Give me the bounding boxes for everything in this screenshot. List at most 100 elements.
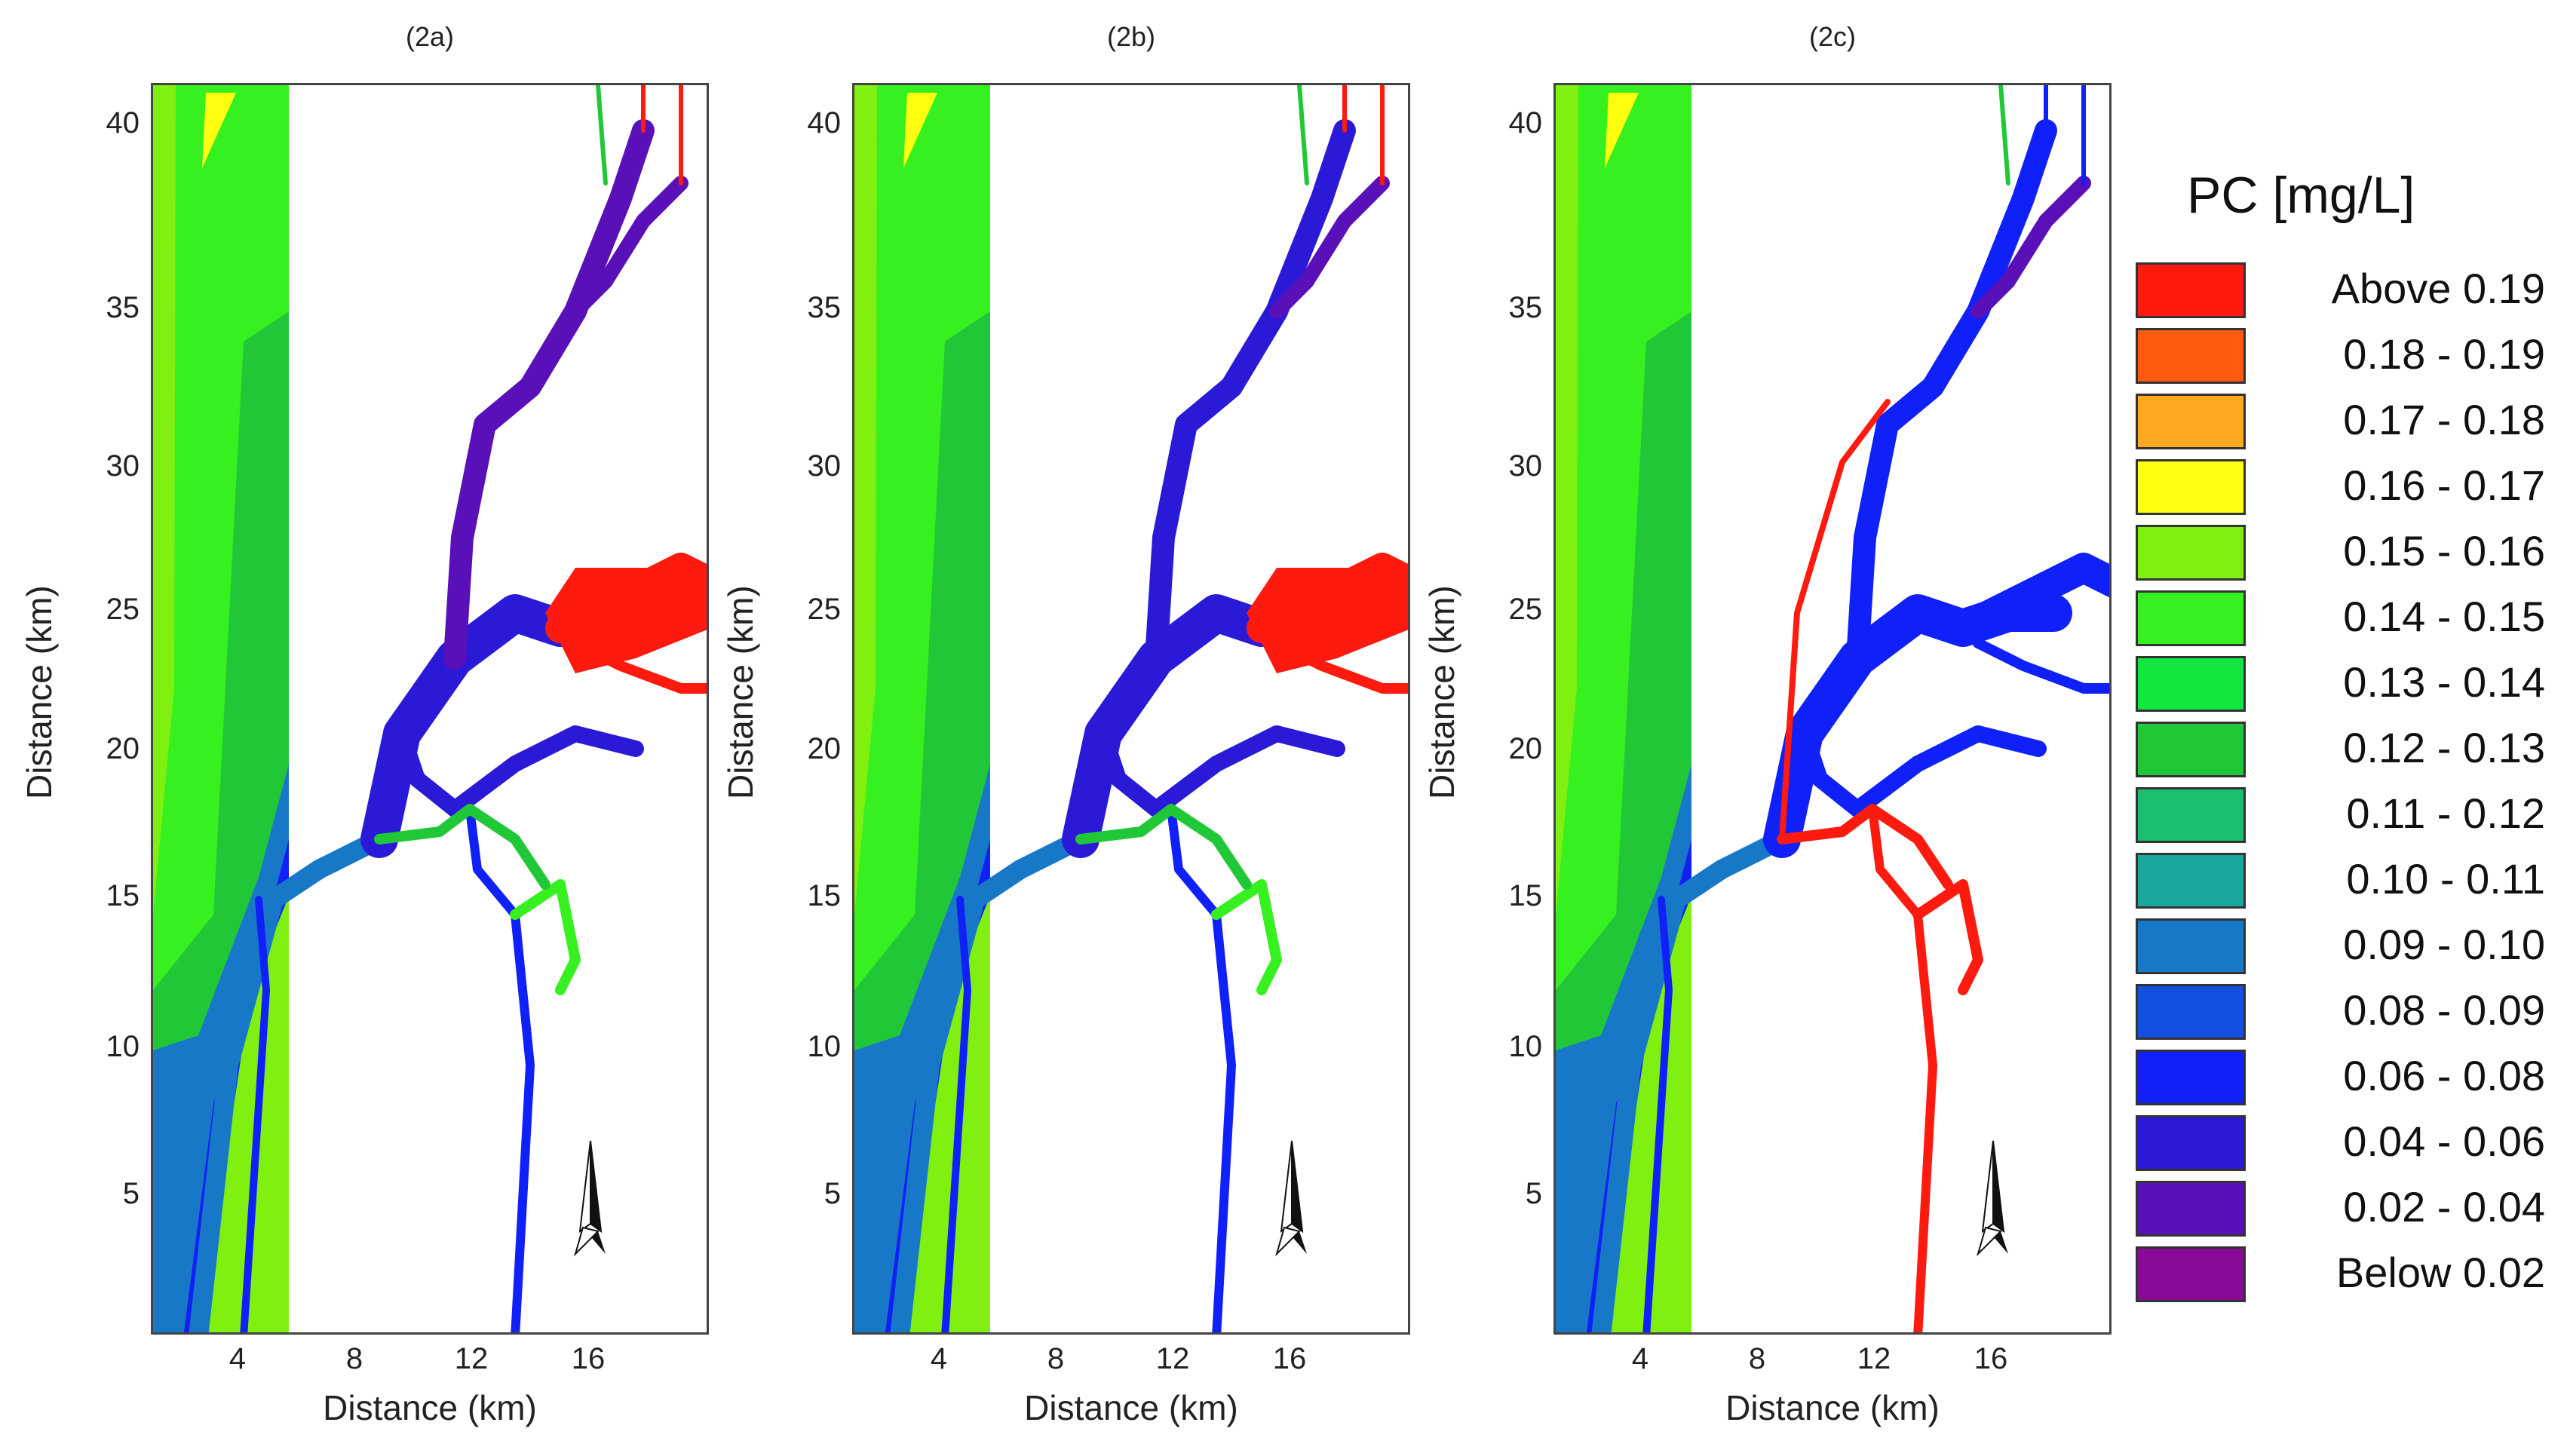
- x-axis-label: Distance (km): [323, 1388, 537, 1427]
- legend-swatch: [2136, 1181, 2246, 1237]
- legend-item: 0.18 - 0.19: [2127, 322, 2549, 388]
- y-tick-label: 40: [106, 106, 140, 139]
- legend-swatch: [2136, 984, 2246, 1040]
- legend-label: 0.17 - 0.18: [2343, 396, 2545, 443]
- north-arrow-icon: [1976, 1140, 2008, 1257]
- legend-swatch: [2136, 656, 2246, 712]
- land-region: [1691, 85, 2109, 1332]
- legend-swatch: [2136, 525, 2246, 581]
- map-frame: [1553, 83, 2112, 1335]
- y-tick-label: 20: [106, 732, 140, 765]
- x-axis-label: Distance (km): [1725, 1388, 1940, 1427]
- legend-swatch: [2136, 1050, 2246, 1105]
- legend-label: 0.18 - 0.19: [2343, 330, 2545, 378]
- legend-label: 0.04 - 0.06: [2343, 1117, 2545, 1165]
- legend-swatch: [2136, 394, 2246, 449]
- y-tick-label: 15: [106, 879, 140, 912]
- legend-item: 0.17 - 0.18: [2127, 388, 2549, 453]
- legend-label: 0.06 - 0.08: [2343, 1052, 2545, 1099]
- y-tick-label: 5: [1525, 1177, 1542, 1210]
- legend-item: 0.09 - 0.10: [2127, 912, 2549, 978]
- land-region: [289, 85, 707, 1332]
- y-tick-label: 35: [106, 291, 140, 324]
- legend-swatch: [2136, 262, 2246, 318]
- y-tick-label: 30: [1508, 449, 1543, 483]
- north-arrow-icon: [1274, 1140, 1307, 1257]
- x-tick-label: 4: [930, 1342, 948, 1375]
- legend-item: Below 0.02: [2127, 1240, 2549, 1306]
- legend-item: 0.02 - 0.04: [2127, 1175, 2549, 1240]
- x-axis-label: Distance (km): [1024, 1388, 1238, 1427]
- x-tick-label: 16: [1272, 1342, 1307, 1375]
- panel-title: (2c): [1809, 21, 1856, 52]
- legend-item: 0.04 - 0.06: [2127, 1109, 2549, 1175]
- x-tick-label: 12: [454, 1342, 489, 1375]
- legend-label: 0.16 - 0.17: [2343, 461, 2545, 509]
- legend-item: 0.12 - 0.13: [2127, 716, 2549, 781]
- x-tick-label: 8: [345, 1342, 363, 1375]
- legend-title: PC [mg/L]: [2187, 167, 2415, 224]
- legend-label: 0.08 - 0.09: [2343, 986, 2545, 1034]
- y-tick-label: 15: [1508, 879, 1543, 912]
- estuary-channel: [189, 829, 389, 1332]
- x-tick-label: 4: [1631, 1342, 1649, 1375]
- y-tick-label: 40: [1508, 106, 1543, 139]
- legend-item: 0.13 - 0.14: [2127, 650, 2549, 716]
- legend-item: 0.10 - 0.11: [2127, 847, 2549, 912]
- y-axis-label: Distance (km): [1422, 585, 1461, 799]
- map-frame: [852, 83, 1410, 1335]
- y-tick-label: 35: [807, 291, 842, 324]
- y-tick-label: 20: [1508, 732, 1543, 765]
- east-arm: [1948, 553, 2109, 643]
- legend-swatch: [2136, 918, 2246, 974]
- legend-swatch: [2136, 722, 2246, 777]
- legend-label: Below 0.02: [2335, 1249, 2545, 1296]
- x-tick-label: 8: [1047, 1342, 1065, 1375]
- y-tick-label: 15: [807, 879, 842, 912]
- legend-swatch: [2136, 787, 2246, 843]
- legend-label: 0.09 - 0.10: [2343, 921, 2545, 968]
- legend-swatch: [2136, 853, 2246, 909]
- y-tick-label: 5: [823, 1177, 841, 1210]
- y-tick-label: 25: [807, 593, 842, 626]
- legend-item: 0.08 - 0.09: [2127, 978, 2549, 1044]
- legend-item: 0.11 - 0.12: [2127, 781, 2549, 847]
- estuary-map: [1556, 85, 2109, 1332]
- legend-swatch: [2136, 1246, 2246, 1302]
- x-tick-label: 12: [1857, 1342, 1891, 1375]
- x-tick-label: 8: [1748, 1342, 1766, 1375]
- y-tick-label: 30: [106, 449, 140, 483]
- y-tick-label: 35: [1508, 291, 1543, 324]
- x-tick-label: 4: [228, 1342, 247, 1375]
- estuary-channel: [890, 829, 1090, 1332]
- legend-item: 0.16 - 0.17: [2127, 453, 2549, 519]
- estuary-channel: [1591, 829, 1792, 1332]
- legend-label: 0.12 - 0.13: [2343, 724, 2545, 771]
- legend-label: 0.11 - 0.12: [2346, 789, 2545, 837]
- y-tick-label: 40: [807, 106, 842, 139]
- legend-item: 0.06 - 0.08: [2127, 1044, 2549, 1109]
- land-region: [990, 85, 1408, 1332]
- legend-item: 0.15 - 0.16: [2127, 519, 2549, 584]
- y-tick-label: 25: [106, 593, 140, 626]
- x-tick-label: 16: [571, 1342, 606, 1375]
- north-arrow-icon: [573, 1140, 606, 1257]
- legend-swatch: [2136, 459, 2246, 515]
- y-axis-label: Distance (km): [20, 585, 59, 799]
- legend-label: 0.13 - 0.14: [2343, 658, 2545, 706]
- x-tick-label: 16: [1974, 1342, 2008, 1375]
- x-tick-label: 12: [1155, 1342, 1190, 1375]
- estuary-map: [153, 85, 707, 1332]
- legend-label: 0.02 - 0.04: [2343, 1183, 2545, 1231]
- legend-label: 0.15 - 0.16: [2343, 527, 2545, 575]
- legend-label: 0.10 - 0.11: [2346, 855, 2545, 903]
- legend-swatch: [2136, 1115, 2246, 1171]
- legend-label: Above 0.19: [2331, 265, 2545, 312]
- legend-item: Above 0.19: [2127, 256, 2549, 322]
- map-frame: [151, 83, 709, 1335]
- y-axis-label: Distance (km): [721, 585, 760, 799]
- y-tick-label: 10: [807, 1030, 842, 1063]
- legend-swatch: [2136, 590, 2246, 646]
- legend-label: 0.14 - 0.15: [2343, 593, 2545, 640]
- y-tick-label: 10: [106, 1030, 140, 1063]
